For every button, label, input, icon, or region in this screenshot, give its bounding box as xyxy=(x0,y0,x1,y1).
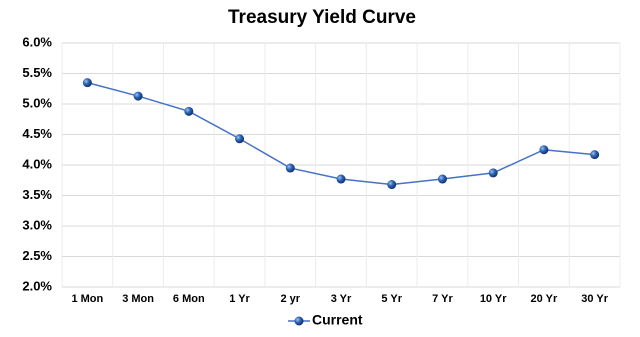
point-marker xyxy=(82,78,92,88)
x-tick-label: 3 Mon xyxy=(122,293,154,305)
x-tick-label: 6 Mon xyxy=(173,293,205,305)
x-tick-label: 1 Mon xyxy=(71,293,103,305)
y-tick-label: 6.0% xyxy=(22,34,52,49)
point-marker xyxy=(590,150,600,160)
y-tick-label: 4.0% xyxy=(22,156,52,171)
y-tick-label: 3.0% xyxy=(22,217,52,232)
point-marker xyxy=(387,180,397,190)
y-tick-label: 5.0% xyxy=(22,95,52,110)
y-tick-label: 2.0% xyxy=(22,278,52,293)
point-marker xyxy=(437,174,447,184)
y-tick-label: 4.5% xyxy=(22,126,52,141)
point-marker xyxy=(235,134,245,144)
point-marker xyxy=(488,168,498,178)
y-tick-label: 2.5% xyxy=(22,248,52,263)
x-tick-label: 7 Yr xyxy=(432,293,453,305)
legend-marker xyxy=(294,316,304,326)
x-tick-label: 2 yr xyxy=(280,293,300,305)
chart-title: Treasury Yield Curve xyxy=(228,7,416,28)
x-tick-label: 20 Yr xyxy=(531,293,558,305)
point-marker xyxy=(184,106,194,116)
point-marker xyxy=(133,91,143,101)
point-marker xyxy=(336,174,346,184)
x-tick-label: 10 Yr xyxy=(480,293,507,305)
legend-label: Current xyxy=(312,312,363,328)
y-tick-label: 3.5% xyxy=(22,187,52,202)
x-tick-label: 3 Yr xyxy=(331,293,352,305)
x-tick-label: 1 Yr xyxy=(229,293,250,305)
x-tick-label: 30 Yr xyxy=(581,293,608,305)
x-tick-label: 5 Yr xyxy=(381,293,402,305)
point-marker xyxy=(285,163,295,173)
y-tick-label: 5.5% xyxy=(22,65,52,80)
point-marker xyxy=(539,145,549,155)
